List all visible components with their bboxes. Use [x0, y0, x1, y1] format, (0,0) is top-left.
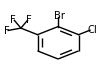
Text: Br: Br	[54, 11, 65, 21]
Text: F: F	[26, 15, 32, 25]
Text: Cl: Cl	[88, 25, 97, 35]
Text: F: F	[4, 26, 10, 36]
Text: F: F	[10, 15, 16, 25]
